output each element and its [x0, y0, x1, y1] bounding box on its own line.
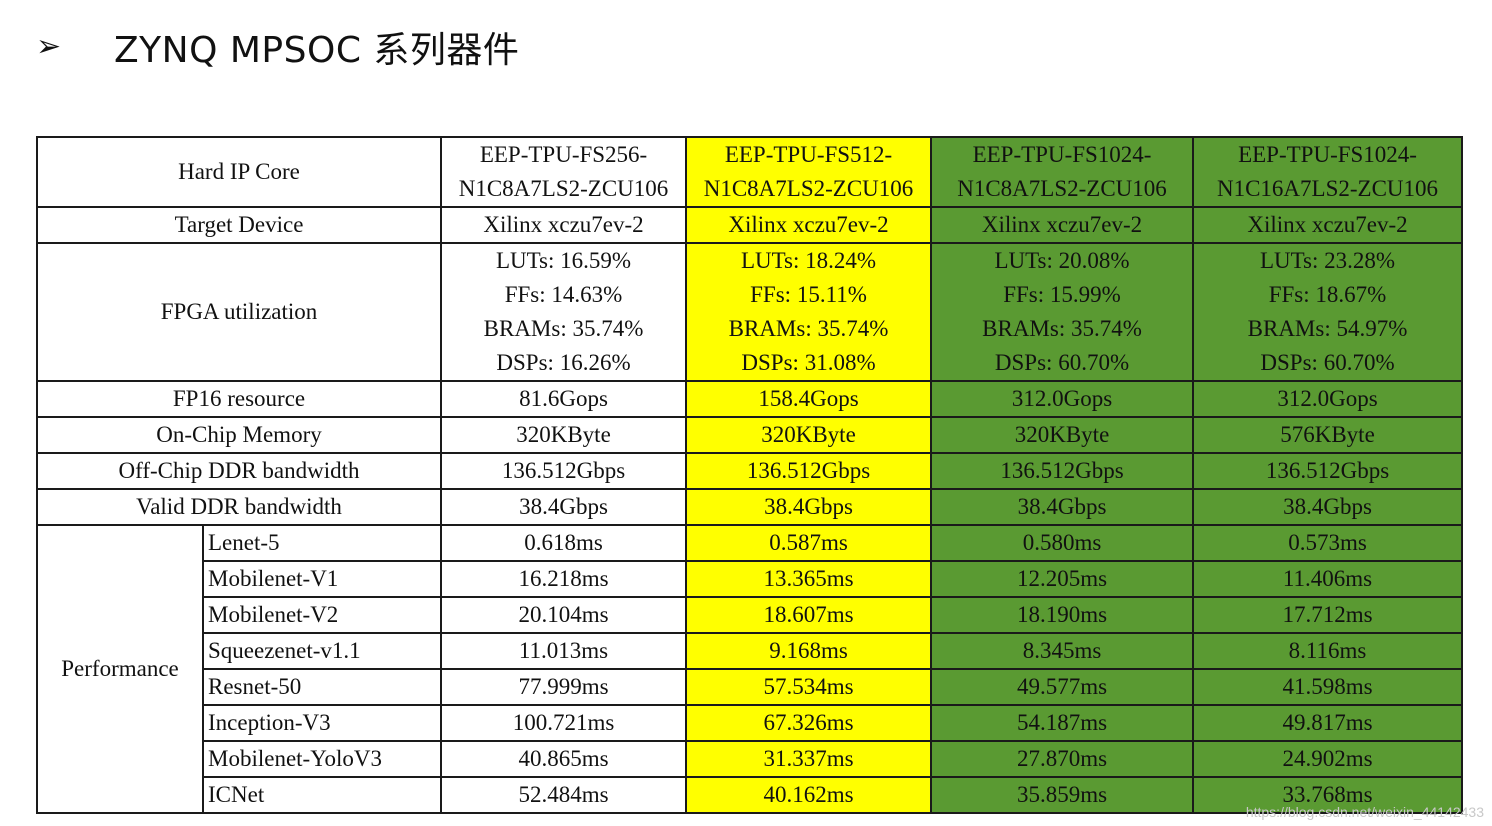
table-cell: 31.337ms [685, 740, 933, 778]
table-cell: 9.168ms [685, 632, 933, 670]
table-row: Inception-V3 100.721ms 67.326ms 54.187ms… [37, 704, 1464, 742]
table-cell: 49.577ms [930, 668, 1195, 706]
table-row: Mobilenet-V2 20.104ms 18.607ms 18.190ms … [37, 596, 1464, 634]
row-label-utilization: FPGA utilization [35, 242, 443, 382]
table-cell: 17.712ms [1192, 596, 1464, 634]
column-header-fs1024-c8: EEP-TPU-FS1024- N1C8A7LS2-ZCU106 [930, 136, 1195, 208]
table-cell: 41.598ms [1192, 668, 1464, 706]
table-cell: 81.6Gops [440, 380, 688, 418]
table-cell: 8.116ms [1192, 632, 1464, 670]
table-row: Performance Lenet-5 0.618ms 0.587ms 0.58… [36, 524, 1464, 814]
table-cell: 576KByte [1192, 416, 1464, 454]
table-row: Resnet-50 77.999ms 57.534ms 49.577ms 41.… [37, 668, 1464, 706]
table-cell: 24.902ms [1192, 740, 1464, 778]
table-cell: 40.865ms [440, 740, 688, 778]
table-cell: Xilinx xczu7ev-2 [685, 206, 933, 244]
table-cell: 11.013ms [440, 632, 688, 670]
table-cell: 8.345ms [930, 632, 1195, 670]
table-row: On-Chip Memory 320KByte 320KByte 320KByt… [35, 416, 1464, 454]
table-cell: 136.512Gbps [930, 452, 1195, 490]
table-row: FP16 resource 81.6Gops 158.4Gops 312.0Go… [35, 380, 1464, 418]
watermark-url: https://blog.csdn.net/weixin_44142433 [1245, 804, 1484, 820]
row-label-fp16: FP16 resource [35, 380, 443, 418]
table-cell: 16.218ms [440, 560, 688, 598]
table-cell: Xilinx xczu7ev-2 [930, 206, 1195, 244]
slide-title-row: ➢ ZYNQ MPSOC 系列器件 [36, 22, 519, 72]
table-cell: 38.4Gbps [685, 488, 933, 526]
row-label-valid: Valid DDR bandwidth [35, 488, 443, 526]
model-name: Mobilenet-V2 [201, 596, 443, 634]
table-row: Squeezenet-v1.1 11.013ms 9.168ms 8.345ms… [37, 632, 1464, 670]
model-name: Mobilenet-YoloV3 [201, 740, 443, 778]
table-cell: Xilinx xczu7ev-2 [440, 206, 688, 244]
utilization-cell: LUTs: 18.24% FFs: 15.11% BRAMs: 35.74% DSPs… [685, 242, 933, 382]
table-cell: 136.512Gbps [685, 452, 933, 490]
table-cell: 0.587ms [685, 524, 933, 562]
table-cell: 100.721ms [440, 704, 688, 742]
column-header-fs256: EEP-TPU-FS256- N1C8A7LS2-ZCU106 [440, 136, 688, 208]
table-cell: 320KByte [930, 416, 1195, 454]
table-cell: 0.573ms [1192, 524, 1464, 562]
spec-table: Hard IP Core EEP-TPU-FS256- N1C8A7LS2-ZCU… [35, 136, 1464, 814]
table-cell: Xilinx xczu7ev-2 [1192, 206, 1464, 244]
model-name: Mobilenet-V1 [201, 560, 443, 598]
table-cell: 18.190ms [930, 596, 1195, 634]
model-name: Resnet-50 [201, 668, 443, 706]
table-cell: 312.0Gops [930, 380, 1195, 418]
table-row: ICNet 52.484ms 40.162ms 35.859ms 33.768m… [37, 776, 1464, 814]
row-label-onchip: On-Chip Memory [35, 416, 443, 454]
table-row: Off-Chip DDR bandwidth 136.512Gbps 136.5… [35, 452, 1464, 490]
table-row: Mobilenet-V1 16.218ms 13.365ms 12.205ms … [37, 560, 1464, 598]
slide-title: ZYNQ MPSOC 系列器件 [114, 30, 520, 71]
utilization-cell: LUTs: 23.28% FFs: 18.67% BRAMs: 54.97% DSPs… [1192, 242, 1464, 382]
table-cell: 11.406ms [1192, 560, 1464, 598]
table-cell: 40.162ms [685, 776, 933, 814]
header-row: Hard IP Core EEP-TPU-FS256- N1C8A7LS2-ZCU… [35, 136, 1464, 208]
table-cell: 49.817ms [1192, 704, 1464, 742]
table-row: FPGA utilization LUTs: 16.59% FFs: 14.63%… [35, 242, 1464, 382]
table-cell: 67.326ms [685, 704, 933, 742]
table-cell: 12.205ms [930, 560, 1195, 598]
table-cell: 136.512Gbps [1192, 452, 1464, 490]
row-label-performance: Performance [36, 524, 204, 814]
table-cell: 38.4Gbps [930, 488, 1195, 526]
model-name: ICNet [201, 776, 443, 814]
table-cell: 312.0Gops [1192, 380, 1464, 418]
model-name: Lenet-5 [201, 524, 443, 562]
row-label-target: Target Device [35, 206, 443, 244]
table-cell: 20.104ms [440, 596, 688, 634]
utilization-cell: LUTs: 16.59% FFs: 14.63% BRAMs: 35.74% DSPs… [440, 242, 688, 382]
arrow-bullet-icon: ➢ [36, 29, 62, 64]
model-name: Squeezenet-v1.1 [201, 632, 443, 670]
table-cell: 13.365ms [685, 560, 933, 598]
utilization-cell: LUTs: 20.08% FFs: 15.99% BRAMs: 35.74% DSPs… [930, 242, 1195, 382]
table-cell: 136.512Gbps [440, 452, 688, 490]
table-cell: 320KByte [440, 416, 688, 454]
table-cell: 52.484ms [440, 776, 688, 814]
table-cell: 18.607ms [685, 596, 933, 634]
table-row: Mobilenet-YoloV3 40.865ms 31.337ms 27.87… [37, 740, 1464, 778]
column-header-fs1024-c16: EEP-TPU-FS1024- N1C16A7LS2-ZCU106 [1192, 136, 1464, 208]
table-cell: 0.580ms [930, 524, 1195, 562]
table-cell: 54.187ms [930, 704, 1195, 742]
table-cell: 0.618ms [440, 524, 688, 562]
table-cell: 38.4Gbps [440, 488, 688, 526]
table-cell: 27.870ms [930, 740, 1195, 778]
table-cell: 158.4Gops [685, 380, 933, 418]
table-cell: 77.999ms [440, 668, 688, 706]
table-cell: 38.4Gbps [1192, 488, 1464, 526]
column-header-fs512: EEP-TPU-FS512- N1C8A7LS2-ZCU106 [685, 136, 933, 208]
model-name: Inception-V3 [201, 704, 443, 742]
table-row: Valid DDR bandwidth 38.4Gbps 38.4Gbps 38… [35, 488, 1464, 526]
row-label-hard-ip: Hard IP Core [35, 136, 443, 208]
row-label-offchip: Off-Chip DDR bandwidth [35, 452, 443, 490]
table-cell: 320KByte [685, 416, 933, 454]
table-cell: 33.768ms [1192, 776, 1464, 814]
table-row: Target Device Xilinx xczu7ev-2 Xilinx xc… [35, 206, 1464, 244]
table-cell: 57.534ms [685, 668, 933, 706]
table-cell: 35.859ms [930, 776, 1195, 814]
